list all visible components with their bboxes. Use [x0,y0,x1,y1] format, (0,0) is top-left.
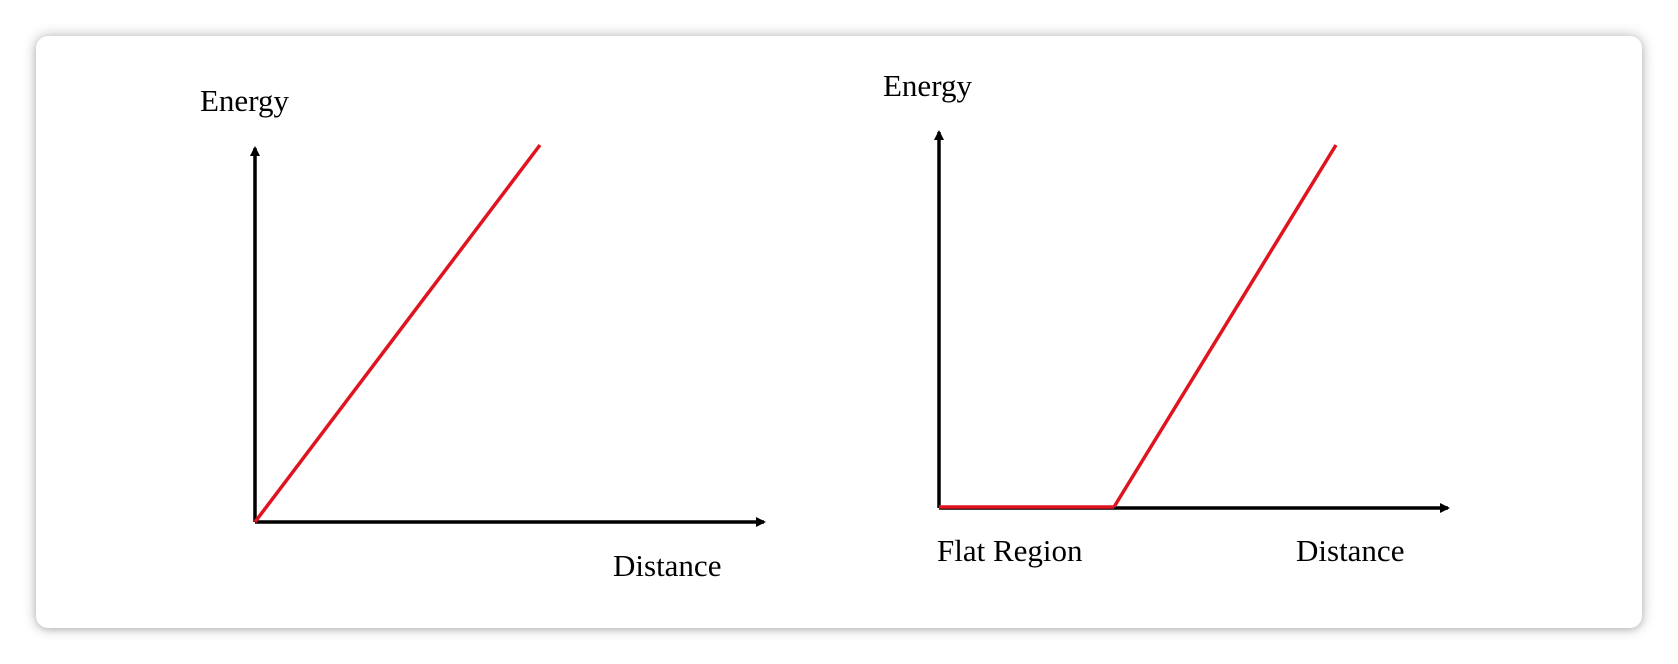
right-rising-segment [1112,144,1338,508]
left-plot: Energy Distance [200,83,766,583]
flat-region-label: Flat Region [937,533,1083,568]
right-y-axis-label: Energy [883,68,972,103]
left-x-axis-label: Distance [613,548,721,583]
right-x-axis-label: Distance [1296,533,1404,568]
right-plot: Energy Flat Region Distance [883,68,1450,568]
left-y-axis-label: Energy [200,83,289,118]
figure-card [36,36,1642,628]
left-linear-curve [253,143,542,524]
